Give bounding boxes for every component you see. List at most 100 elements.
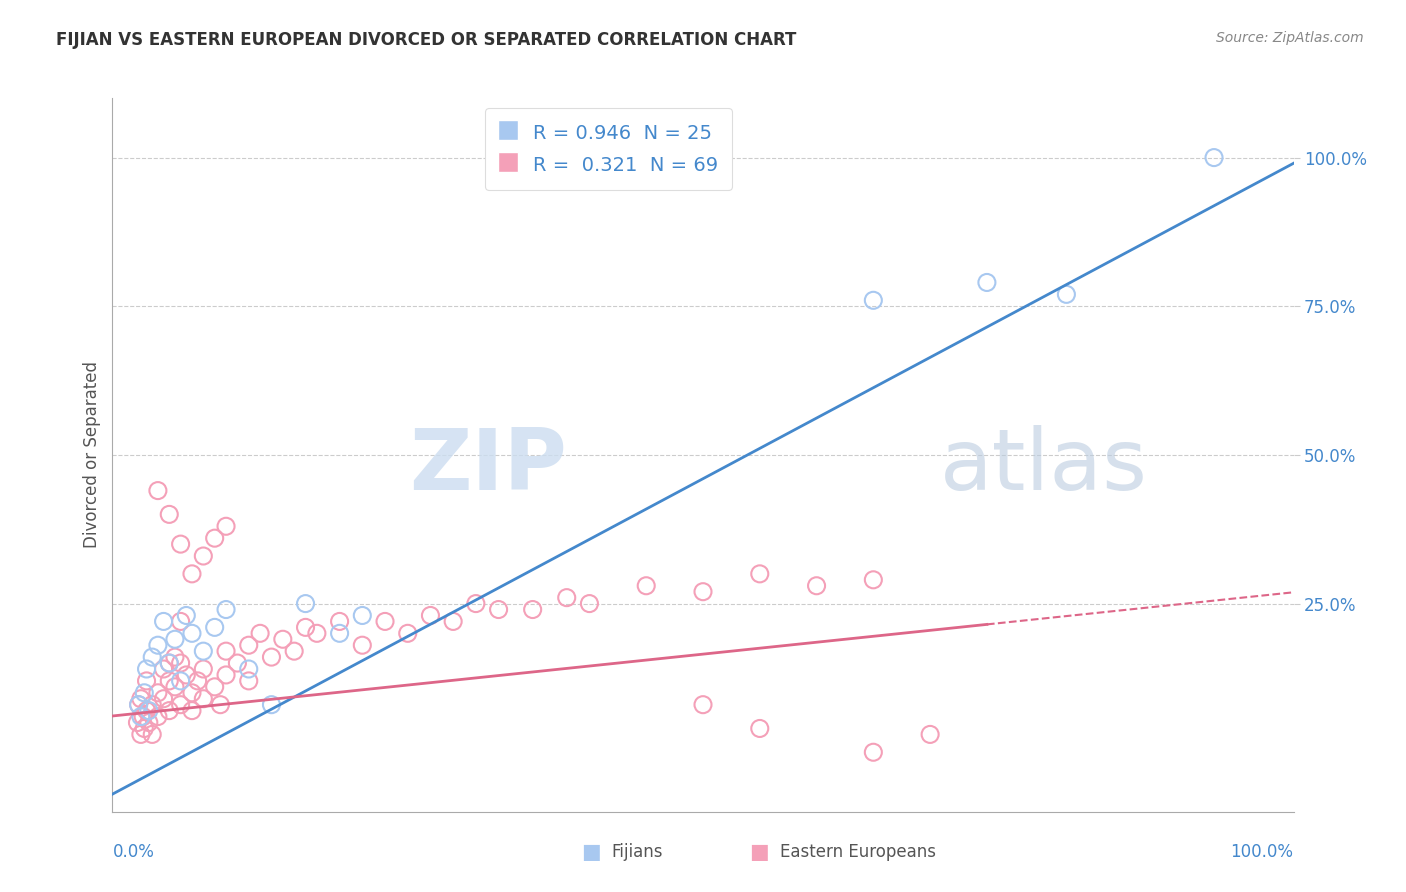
Point xyxy=(169,673,191,688)
Point xyxy=(146,709,169,723)
Point xyxy=(129,709,152,723)
Point xyxy=(862,745,884,759)
Point xyxy=(260,698,283,712)
Point xyxy=(127,715,149,730)
Point xyxy=(152,615,174,629)
Point xyxy=(163,632,186,647)
Point xyxy=(163,680,186,694)
Point xyxy=(464,597,486,611)
Point xyxy=(169,656,191,670)
Point xyxy=(374,615,396,629)
Point xyxy=(692,584,714,599)
Point xyxy=(441,615,464,629)
Point xyxy=(132,709,155,723)
Point xyxy=(215,668,238,682)
Point xyxy=(862,293,884,308)
Point xyxy=(193,644,215,658)
Point xyxy=(169,698,191,712)
Point xyxy=(169,615,191,629)
Text: atlas: atlas xyxy=(939,425,1147,508)
Point xyxy=(522,602,544,616)
Point xyxy=(128,698,150,712)
Point xyxy=(204,620,226,634)
Y-axis label: Divorced or Separated: Divorced or Separated xyxy=(83,361,101,549)
Point xyxy=(157,508,180,522)
Point xyxy=(157,704,180,718)
Point xyxy=(152,691,174,706)
Point xyxy=(488,602,510,616)
Point xyxy=(271,632,294,647)
Point xyxy=(920,727,942,741)
Point xyxy=(141,727,163,741)
Point xyxy=(181,626,204,640)
Point xyxy=(141,698,163,712)
Point xyxy=(193,549,215,563)
Point xyxy=(238,662,260,676)
Point xyxy=(134,722,156,736)
Point xyxy=(157,656,180,670)
Point xyxy=(163,650,186,665)
Point xyxy=(204,680,226,694)
Point xyxy=(352,638,374,652)
Point xyxy=(187,673,209,688)
Point xyxy=(169,537,191,551)
Text: Eastern Europeans: Eastern Europeans xyxy=(780,843,936,861)
Point xyxy=(748,566,770,581)
Point xyxy=(294,620,316,634)
Point xyxy=(135,662,157,676)
Point xyxy=(226,656,249,670)
Point xyxy=(555,591,578,605)
Point xyxy=(238,638,260,652)
Point xyxy=(174,668,197,682)
Point xyxy=(204,531,226,545)
Point xyxy=(209,698,232,712)
Point xyxy=(193,691,215,706)
Legend: R = 0.946  N = 25, R =  0.321  N = 69: R = 0.946 N = 25, R = 0.321 N = 69 xyxy=(485,108,733,190)
Point xyxy=(134,686,156,700)
Point xyxy=(806,579,828,593)
Point xyxy=(128,698,150,712)
Point xyxy=(305,626,328,640)
Point xyxy=(396,626,419,640)
Text: Source: ZipAtlas.com: Source: ZipAtlas.com xyxy=(1216,31,1364,45)
Text: 0.0%: 0.0% xyxy=(112,843,155,861)
Point xyxy=(238,673,260,688)
Point xyxy=(329,615,352,629)
Point xyxy=(352,608,374,623)
Point xyxy=(181,566,204,581)
Point xyxy=(181,686,204,700)
Text: FIJIAN VS EASTERN EUROPEAN DIVORCED OR SEPARATED CORRELATION CHART: FIJIAN VS EASTERN EUROPEAN DIVORCED OR S… xyxy=(56,31,797,49)
Point xyxy=(862,573,884,587)
Point xyxy=(636,579,658,593)
Point xyxy=(294,597,316,611)
Point xyxy=(129,691,152,706)
Point xyxy=(578,597,600,611)
Point xyxy=(329,626,352,640)
Point xyxy=(249,626,271,640)
Point xyxy=(692,698,714,712)
Point xyxy=(1202,151,1225,165)
Point xyxy=(138,704,160,718)
Point xyxy=(260,650,283,665)
Point xyxy=(146,483,169,498)
Point xyxy=(748,722,770,736)
Point xyxy=(976,276,998,290)
Text: Fijians: Fijians xyxy=(612,843,664,861)
Point xyxy=(129,727,152,741)
Point xyxy=(193,662,215,676)
Point xyxy=(181,704,204,718)
Point xyxy=(419,608,441,623)
Point xyxy=(135,673,157,688)
Point xyxy=(141,650,163,665)
Point xyxy=(146,638,169,652)
Point xyxy=(138,715,160,730)
Point xyxy=(174,608,197,623)
Point xyxy=(157,673,180,688)
Point xyxy=(1054,287,1077,301)
Text: ■: ■ xyxy=(749,842,769,862)
Point xyxy=(215,602,238,616)
Point xyxy=(215,519,238,533)
Point xyxy=(157,656,180,670)
Text: ■: ■ xyxy=(581,842,600,862)
Text: 100.0%: 100.0% xyxy=(1230,843,1294,861)
